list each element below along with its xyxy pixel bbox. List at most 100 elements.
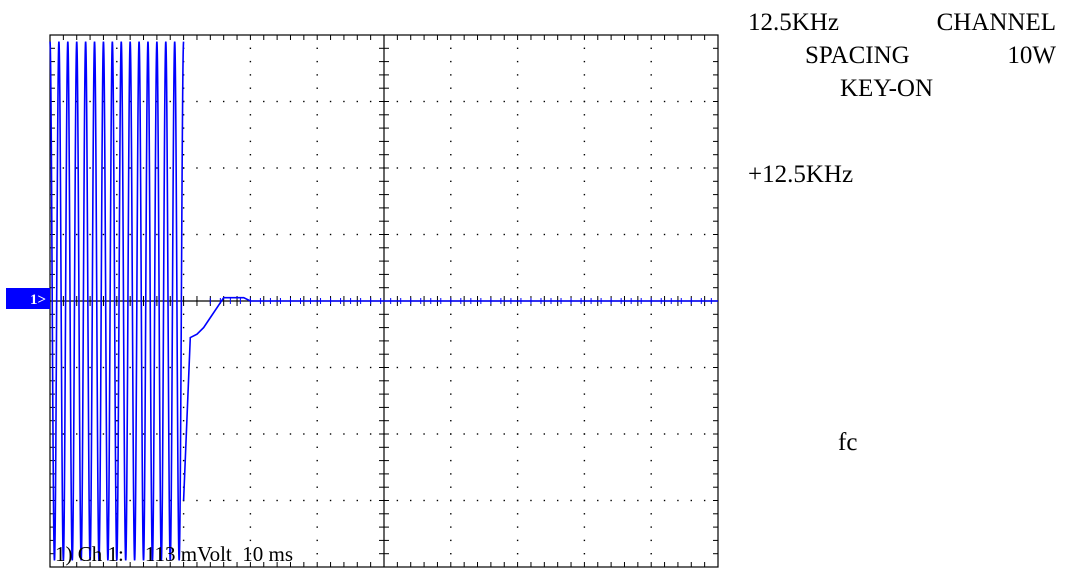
grid-dot — [597, 499, 599, 502]
grid-dot — [650, 167, 652, 169]
grid-dot — [142, 100, 145, 103]
grid-dot — [249, 167, 252, 169]
grid-dot — [142, 167, 145, 169]
grid-dot — [249, 326, 252, 329]
grid-dot — [690, 433, 692, 435]
grid-dot — [276, 433, 278, 435]
grid-dot — [610, 167, 612, 169]
title-line-3-center: KEY-ON — [840, 75, 934, 102]
grid-dot — [663, 499, 666, 502]
grid-dot — [450, 87, 452, 89]
grid-dot — [583, 446, 586, 448]
grid-dot — [343, 233, 345, 236]
grid-dot — [76, 233, 78, 236]
grid-dot — [222, 233, 225, 236]
grid-dot — [570, 100, 572, 103]
grid-dot — [249, 247, 252, 249]
grid-dot — [516, 193, 519, 196]
grid-dot — [530, 499, 532, 502]
grid-dot — [169, 167, 171, 169]
grid-dot — [316, 260, 318, 262]
grid-dot — [556, 167, 559, 169]
grid-dot — [583, 140, 586, 143]
grid-dot — [249, 114, 252, 116]
grid-dot — [209, 233, 212, 236]
grid-dot — [316, 60, 318, 63]
channel-marker-label: 1> — [30, 292, 46, 308]
grid-dot — [249, 499, 252, 502]
grid-dot — [76, 499, 78, 502]
grid-dot — [116, 287, 118, 289]
grid-dot — [316, 247, 318, 249]
grid-dot — [703, 233, 706, 236]
grid-dot — [650, 273, 652, 276]
grid-dot — [450, 406, 452, 409]
grid-dot — [450, 60, 452, 63]
grid-dot — [249, 526, 252, 528]
grid-dot — [383, 233, 385, 236]
grid-dot — [583, 473, 586, 475]
grid-dot — [583, 74, 586, 76]
grid-dot — [196, 167, 198, 169]
grid-dot — [356, 233, 358, 236]
grid-dot — [236, 366, 238, 369]
grid-dot — [316, 220, 318, 222]
grid-dot — [703, 433, 706, 435]
grid-dot — [423, 499, 425, 502]
grid-dot — [476, 433, 479, 435]
grid-dot — [169, 433, 171, 435]
grid-dot — [570, 433, 572, 435]
grid-dot — [703, 167, 706, 169]
grid-dot — [196, 366, 198, 369]
grid-dot — [583, 499, 586, 502]
grid-dot — [650, 366, 652, 369]
grid-dot — [76, 100, 78, 103]
grid-dot — [583, 87, 586, 89]
settling-trace — [182, 296, 718, 501]
grid-dot — [703, 366, 706, 369]
grid-dot — [663, 167, 666, 169]
grid-dot — [182, 127, 185, 129]
grid-dot — [490, 167, 492, 169]
grid-dot — [570, 167, 572, 169]
grid-dot — [543, 233, 546, 236]
grid-dot — [182, 313, 185, 315]
grid-dot — [116, 366, 118, 369]
grid-dot — [316, 207, 318, 209]
grid-dot — [650, 459, 652, 462]
grid-dot — [182, 446, 185, 448]
grid-dot — [169, 499, 171, 502]
grid-dot — [249, 220, 252, 222]
grid-dot — [450, 353, 452, 355]
grid-dot — [316, 47, 318, 49]
grid-dot — [650, 433, 652, 435]
grid-dot — [62, 100, 65, 103]
grid-dot — [182, 193, 185, 196]
grid-dot — [182, 114, 185, 116]
grid-dot — [196, 100, 198, 103]
grid-dot — [516, 287, 519, 289]
grid-dot — [249, 513, 252, 515]
grid-dot — [249, 193, 252, 196]
grid-dot — [116, 433, 118, 435]
grid-dot — [249, 100, 252, 103]
grid-dot — [583, 220, 586, 222]
grid-dot — [116, 393, 118, 395]
grid-dot — [316, 74, 318, 76]
grid-dot — [236, 167, 238, 169]
grid-dot — [209, 366, 212, 369]
oscillation-trace — [49, 41, 185, 561]
title-line-2-left: SPACING — [805, 42, 910, 69]
grid-dot — [663, 366, 666, 369]
grid-dot — [503, 233, 505, 236]
grid-dot — [369, 100, 372, 103]
grid-dot — [450, 207, 452, 209]
grid-dot — [463, 499, 465, 502]
grid-dot — [583, 353, 586, 355]
grid-dot — [116, 420, 118, 422]
grid-dot — [650, 486, 652, 488]
grid-dot — [249, 353, 252, 355]
grid-dot — [249, 87, 252, 89]
grid-dot — [316, 353, 318, 355]
grid-dot — [677, 233, 679, 236]
